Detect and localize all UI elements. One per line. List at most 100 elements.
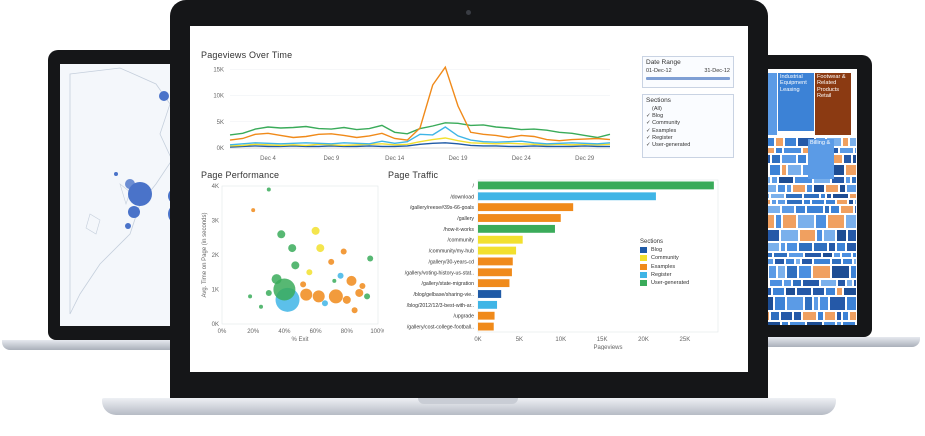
- treemap-tile[interactable]: [851, 176, 857, 184]
- treemap-tile[interactable]: [803, 199, 811, 205]
- sections-filter-examples[interactable]: ✓ Examples: [646, 127, 677, 134]
- treemap-tile[interactable]: [813, 296, 819, 311]
- treemap-tile[interactable]: [774, 258, 785, 265]
- treemap-tile[interactable]: [815, 214, 827, 229]
- treemap-tile[interactable]: [792, 184, 806, 193]
- treemap-tile[interactable]: [823, 321, 836, 325]
- scatter-point[interactable]: [312, 290, 325, 303]
- scatter-point[interactable]: [300, 281, 307, 288]
- bar[interactable]: [478, 268, 512, 277]
- treemap-tile[interactable]: [806, 184, 813, 193]
- series-line-user-generated[interactable]: [229, 122, 611, 139]
- map-bubble[interactable]: [125, 223, 131, 229]
- treemap-tile[interactable]: [797, 154, 807, 164]
- treemap-tile[interactable]: [775, 214, 782, 229]
- treemap-tile[interactable]: [836, 229, 847, 242]
- date-range-start[interactable]: 01-Dec-12: [646, 68, 672, 74]
- treemap-tile[interactable]: [820, 193, 826, 199]
- scatter-point[interactable]: [291, 261, 300, 270]
- series-line-examples[interactable]: [229, 65, 611, 142]
- treemap-tile[interactable]: [839, 184, 846, 193]
- treemap-tile[interactable]: [836, 287, 843, 296]
- scatter-point[interactable]: [346, 275, 357, 286]
- treemap-tile[interactable]: [828, 242, 836, 252]
- treemap-tile[interactable]: [773, 252, 788, 258]
- date-range-end[interactable]: 31-Dec-12: [704, 68, 730, 74]
- treemap-tile[interactable]: [769, 279, 783, 287]
- treemap-tile[interactable]: [797, 214, 815, 229]
- scatter-point[interactable]: [337, 272, 344, 279]
- treemap-tile[interactable]: [781, 205, 795, 214]
- scatter-point[interactable]: [355, 288, 364, 297]
- scatter-point[interactable]: [340, 248, 347, 255]
- treemap-tile[interactable]: [846, 296, 857, 311]
- bar[interactable]: [478, 322, 494, 331]
- treemap-footwear-retail[interactable]: Footwear & Related Products Retail: [815, 73, 851, 135]
- treemap-tile[interactable]: [813, 184, 825, 193]
- map-bubble[interactable]: [159, 91, 169, 101]
- treemap-tile[interactable]: [768, 265, 777, 279]
- treemap-tile[interactable]: [806, 205, 824, 214]
- treemap-tile[interactable]: [849, 193, 857, 199]
- treemap-tile[interactable]: [772, 287, 785, 296]
- treemap-tile[interactable]: [812, 265, 831, 279]
- treemap-tile[interactable]: [842, 321, 856, 325]
- scatter-point[interactable]: [367, 255, 374, 262]
- sections-filter-all[interactable]: (All): [652, 106, 662, 112]
- treemap-tile[interactable]: [842, 137, 849, 147]
- treemap-tile[interactable]: [785, 287, 796, 296]
- treemap-tile[interactable]: [856, 321, 857, 325]
- scatter-point[interactable]: [328, 289, 343, 304]
- treemap-tile[interactable]: [787, 164, 802, 176]
- scatter-point[interactable]: [359, 283, 366, 290]
- treemap-tile[interactable]: [848, 199, 854, 205]
- scatter-point[interactable]: [351, 307, 358, 314]
- treemap-tile[interactable]: [823, 229, 836, 242]
- bar[interactable]: [478, 311, 495, 320]
- series-line-community[interactable]: [229, 137, 611, 147]
- sections-filter-user-generated[interactable]: ✓ User-generated: [646, 142, 691, 149]
- treemap-tile[interactable]: [802, 311, 817, 321]
- treemap-tile[interactable]: [827, 214, 845, 229]
- bar[interactable]: [478, 181, 714, 190]
- treemap-billing[interactable]: Billing &: [808, 139, 834, 179]
- treemap-tile[interactable]: [816, 229, 823, 242]
- treemap-tile[interactable]: [786, 296, 804, 311]
- scatter-point[interactable]: [328, 258, 335, 265]
- treemap-tile[interactable]: [806, 321, 823, 325]
- treemap-tile[interactable]: [846, 184, 857, 193]
- scatter-point[interactable]: [311, 226, 320, 235]
- legend-item-blog[interactable]: Blog: [640, 246, 689, 254]
- treemap-tile[interactable]: [783, 279, 792, 287]
- treemap-tile[interactable]: [778, 176, 794, 184]
- bar[interactable]: [478, 224, 555, 233]
- date-range-slider[interactable]: [646, 77, 730, 80]
- treemap-tile[interactable]: [817, 311, 824, 321]
- scatter-point[interactable]: [364, 293, 371, 300]
- treemap-tile[interactable]: [826, 193, 832, 199]
- treemap-tile[interactable]: [774, 296, 786, 311]
- treemap-tile[interactable]: [799, 229, 816, 242]
- treemap-tile[interactable]: [792, 279, 802, 287]
- treemap-tile[interactable]: [798, 242, 813, 252]
- treemap-tile[interactable]: [782, 214, 797, 229]
- treemap-tile[interactable]: [786, 265, 798, 279]
- treemap-tile[interactable]: [788, 252, 804, 258]
- bar[interactable]: [478, 257, 513, 266]
- treemap-tile[interactable]: [780, 229, 799, 242]
- treemap-tile[interactable]: [833, 252, 841, 258]
- treemap-tile[interactable]: [798, 265, 812, 279]
- treemap-tile[interactable]: [836, 311, 842, 321]
- treemap-tile[interactable]: [811, 199, 825, 205]
- treemap-tile[interactable]: [847, 229, 857, 242]
- treemap-tile[interactable]: [775, 147, 783, 154]
- scatter-point[interactable]: [273, 278, 296, 301]
- scatter-point[interactable]: [321, 300, 328, 307]
- treemap-tile[interactable]: [845, 176, 851, 184]
- scatter-point[interactable]: [300, 288, 313, 301]
- treemap-tile[interactable]: [836, 242, 846, 252]
- treemap-tile[interactable]: [785, 193, 803, 199]
- treemap-tile[interactable]: [845, 214, 857, 229]
- treemap-tile[interactable]: [846, 279, 853, 287]
- treemap-tile[interactable]: [771, 176, 778, 184]
